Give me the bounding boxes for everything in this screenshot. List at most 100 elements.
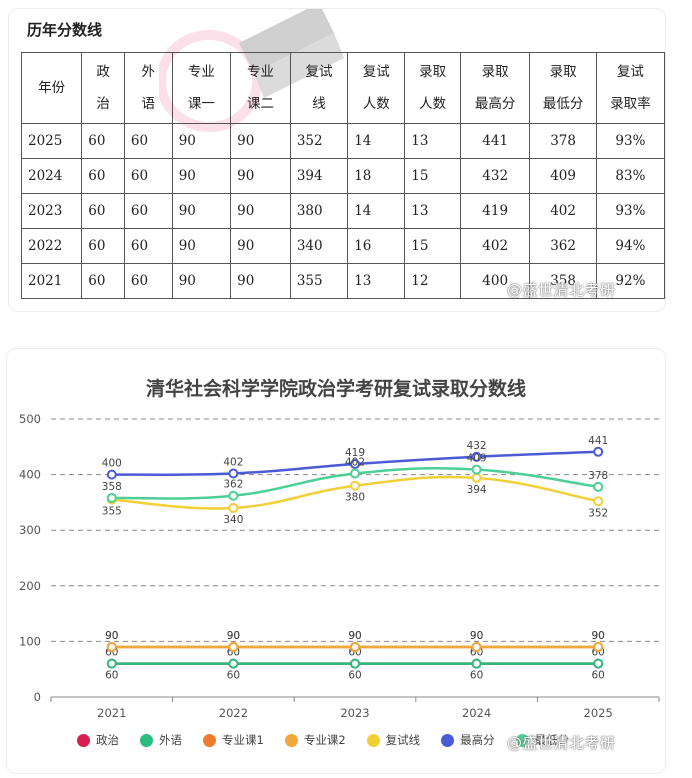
y-tick-label: 500 [19, 412, 41, 426]
legend-item[interactable]: 最高分 [441, 732, 495, 748]
data-label: 60 [348, 670, 361, 682]
legend-item[interactable]: 复试线 [366, 732, 421, 748]
legend-label: 最高分 [460, 733, 495, 747]
data-label: 60 [592, 670, 605, 682]
header-text: 复试 [305, 64, 333, 80]
header-text: 外 [141, 64, 156, 80]
x-tick-label: 2022 [219, 706, 248, 720]
table-cell: 60 [81, 193, 125, 229]
legend-dot-icon [366, 733, 380, 747]
header-text: 录取率 [610, 96, 651, 112]
header-text: 课一 [187, 96, 215, 112]
table-cell: 15 [404, 228, 462, 264]
table-cell: 441 [460, 123, 531, 159]
legend-item[interactable]: 专业课2 [284, 732, 346, 748]
score-table: 年份政治外语专业 课一 专业 课二 复试线复试 人数 录取 人数 录取 最高分 录取 最低分 复试 录取率… [20, 52, 665, 299]
data-label: 380 [345, 492, 365, 504]
data-point [228, 641, 239, 652]
table-cell: 60 [123, 123, 173, 159]
header-text: 治 [96, 96, 110, 112]
table-cell: 90 [171, 193, 232, 229]
table-cell: 358 [529, 263, 597, 299]
table-cell: 15 [404, 158, 462, 194]
data-point [106, 492, 117, 503]
header-text: 政 [96, 64, 110, 80]
data-label: 402 [345, 456, 365, 468]
table-cell: 419 [460, 193, 531, 229]
table-cell: 2025 [20, 123, 83, 159]
data-point [106, 641, 117, 652]
table-cell: 16 [347, 228, 406, 264]
table-header-cell: 政治 [81, 52, 125, 124]
table-cell: 400 [460, 263, 531, 299]
table-cell: 90 [171, 228, 232, 264]
table-cell: 60 [123, 158, 173, 194]
table-cell: 14 [347, 193, 406, 229]
legend-dot-icon [515, 733, 529, 747]
data-label: 400 [102, 458, 122, 470]
data-label: 90 [105, 630, 118, 642]
data-label: 90 [105, 630, 118, 642]
legend-item[interactable]: 外语 [140, 732, 182, 748]
table-cell: 352 [289, 123, 349, 159]
legend-label: 专业课2 [303, 733, 346, 747]
table-cell: 90 [230, 228, 291, 264]
score-table-card: 历年分数线 年份政治外语专业 课一 专业 课二 复试线复试 人数 录取 人数 录取 最高分 录取 最低… [8, 8, 666, 312]
table-cell: 83% [595, 158, 665, 194]
data-point [593, 446, 604, 457]
table-header-cell: 录取 人数 [404, 52, 462, 124]
table-body: 2025 60 60 90 90 352 14 13 441 378 93% 2024 60 60 90 90… [20, 123, 665, 299]
x-tick-label: 2021 [97, 706, 126, 720]
data-point [106, 658, 117, 669]
table-cell: 90 [171, 263, 232, 299]
data-label: 60 [470, 670, 483, 682]
data-label: 409 [467, 453, 487, 465]
table-cell: 13 [404, 123, 462, 159]
table-row: 2021 60 60 90 90 355 13 12 400 358 92% [20, 263, 665, 299]
legend-label: 专业课1 [222, 733, 264, 747]
y-tick-label: 200 [19, 579, 41, 593]
legend-dot-icon [140, 733, 153, 747]
table-cell: 378 [529, 123, 597, 159]
data-label: 358 [102, 481, 122, 493]
table-cell: 60 [81, 158, 125, 194]
legend-item[interactable]: 最低分 [515, 732, 569, 748]
legend-label: 政治 [96, 733, 119, 747]
table-header-cell: 录取 最高分 [460, 52, 531, 124]
header-text: 人数 [419, 96, 447, 112]
data-point [350, 480, 360, 491]
legend-label: 复试线 [385, 733, 421, 747]
header-text: 专业 [187, 64, 215, 80]
data-point [471, 464, 482, 475]
data-label: 362 [223, 479, 243, 491]
chart-legend: 政治 外语 专业课1 专业课2 复试线 最高分 最低分 [77, 732, 590, 748]
table-header-cell: 复试 录取率 [595, 52, 665, 124]
table-header-row: 年份政治外语专业 课一 专业 课二 复试线复试 人数 录取 人数 录取 最高分 录取 最低分 复试 录取率 [20, 52, 665, 124]
table-header-cell: 录取 最低分 [529, 52, 597, 124]
header-text: 专业 [246, 64, 274, 80]
header-text: 录取 [419, 64, 447, 80]
data-label: 90 [348, 630, 361, 642]
line-chart: 清华社会科学学院政治学考研复试录取分数线 0 100 200 300 400 500 2021… [19, 377, 660, 720]
data-label: 402 [223, 456, 243, 468]
table-header-cell: 专业 课二 [230, 52, 291, 124]
table-cell: 90 [230, 158, 291, 194]
table-cell: 90 [230, 193, 291, 229]
legend-item[interactable]: 政治 [77, 732, 119, 748]
table-row: 2022 60 60 90 90 340 16 15 402 362 94% [20, 228, 665, 264]
table-cell: 60 [123, 263, 173, 299]
legend-item[interactable]: 专业课1 [203, 732, 264, 748]
table-cell: 340 [289, 228, 349, 264]
x-tick-label: 2025 [584, 706, 613, 720]
table-header-cell: 复试 人数 [347, 52, 406, 124]
table-header-cell: 复试线 [289, 52, 349, 124]
x-tick-label: 2024 [462, 706, 491, 720]
table-header-cell: 外语 [123, 52, 173, 124]
table-cell: 13 [404, 193, 462, 229]
table-cell: 12 [404, 263, 462, 299]
table-cell: 409 [529, 158, 597, 194]
data-label: 90 [348, 630, 361, 642]
data-point [350, 641, 360, 652]
table-cell: 90 [230, 123, 291, 159]
table-cell: 60 [123, 228, 173, 264]
